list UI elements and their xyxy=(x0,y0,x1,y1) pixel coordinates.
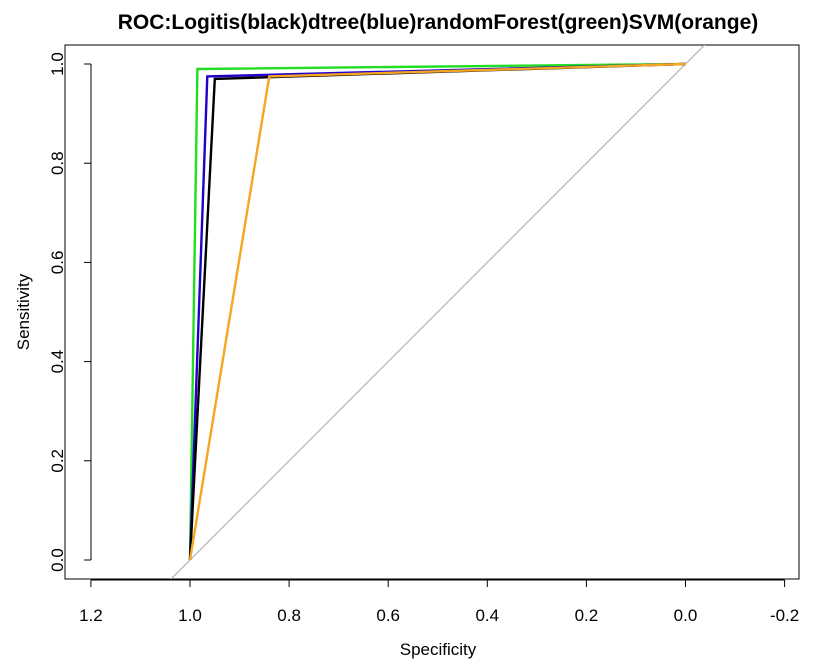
diagonal-reference-line xyxy=(170,45,706,579)
x-tick-label: -0.2 xyxy=(770,606,799,625)
y-tick-label: 0.2 xyxy=(48,449,67,473)
reference-layer xyxy=(170,45,706,579)
x-tick-label: 0.2 xyxy=(575,606,599,625)
y-axis-label: Sensitivity xyxy=(14,273,33,350)
x-axis: 1.2 1.0 0.8 0.6 0.4 0.2 0.0 -0.2 xyxy=(79,579,799,625)
y-tick-label: 0.6 xyxy=(48,251,67,275)
chart-title: ROC:Logitis(black)dtree(blue)randomFores… xyxy=(118,11,759,34)
plot-frame xyxy=(64,44,800,580)
roc-curve-1 xyxy=(188,62,686,561)
series-layer xyxy=(188,62,686,561)
roc-curve-4 xyxy=(188,62,686,561)
y-tick-label: 1.0 xyxy=(48,52,67,76)
y-tick-label: 0.8 xyxy=(48,151,67,175)
x-tick-label: 0.0 xyxy=(674,606,698,625)
y-tick-label: 0.4 xyxy=(48,350,67,374)
x-tick-label: 1.2 xyxy=(79,606,103,625)
x-tick-label: 1.0 xyxy=(178,606,202,625)
y-tick-label: 0.0 xyxy=(48,548,67,572)
x-axis-label: Specificity xyxy=(400,640,477,659)
x-tick-label: 0.4 xyxy=(475,606,499,625)
x-tick-label: 0.6 xyxy=(376,606,400,625)
y-axis: 0.0 0.2 0.4 0.6 0.8 1.0 xyxy=(48,52,92,572)
x-tick-label: 0.8 xyxy=(277,606,301,625)
